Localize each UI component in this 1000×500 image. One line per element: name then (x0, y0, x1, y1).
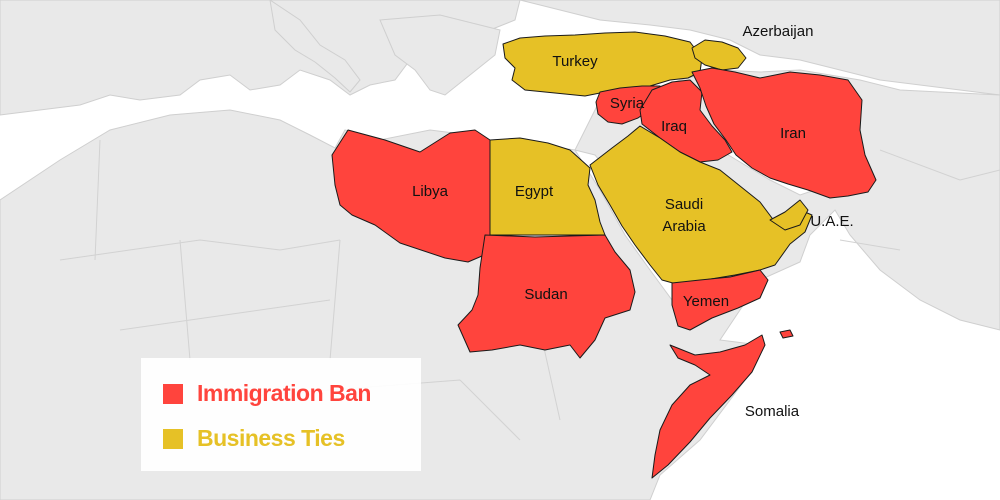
label-azerbaijan: Azerbaijan (743, 23, 814, 40)
label-syria: Syria (610, 95, 645, 112)
labels-layer: Turkey Azerbaijan Syria Iraq Iran Libya … (412, 23, 854, 420)
country-yemen-socotra[interactable] (779, 329, 794, 339)
label-sudan: Sudan (524, 286, 567, 303)
country-saudi-arabia[interactable] (589, 125, 813, 286)
country-somalia[interactable] (651, 334, 766, 479)
country-sudan[interactable] (457, 234, 636, 359)
country-yemen[interactable] (671, 269, 769, 331)
legend-swatch-immigration-ban (163, 383, 183, 404)
country-azerbaijan[interactable] (691, 39, 747, 71)
country-turkey[interactable] (502, 31, 703, 97)
country-iran[interactable] (691, 67, 877, 199)
label-iraq: Iraq (661, 118, 687, 135)
legend-label-immigration-ban: Immigration Ban (197, 380, 371, 406)
label-iran: Iran (780, 125, 806, 142)
map-legend: Immigration Ban Business Ties (141, 358, 421, 471)
label-uae: U.A.E. (810, 213, 853, 230)
label-somalia: Somalia (745, 403, 800, 420)
country-egypt[interactable] (489, 137, 606, 236)
legend-swatch-business-ties (163, 428, 183, 449)
legend-item-immigration-ban: Immigration Ban (163, 380, 371, 407)
label-egypt: Egypt (515, 183, 554, 200)
label-yemen: Yemen (683, 293, 729, 310)
label-saudi-arabia: Saudi Arabia (662, 196, 706, 235)
country-uae[interactable] (769, 199, 809, 231)
italy-landmass (269, 0, 361, 93)
country-iraq[interactable] (639, 79, 733, 163)
label-libya: Libya (412, 183, 449, 200)
label-turkey: Turkey (552, 53, 598, 70)
countries-layer (331, 31, 877, 479)
legend-label-business-ties: Business Ties (197, 425, 345, 451)
caucasus-landmass (519, 0, 1000, 96)
legend-item-business-ties: Business Ties (163, 425, 345, 452)
country-libya[interactable] (331, 129, 491, 263)
balkans-landmass (379, 14, 501, 96)
